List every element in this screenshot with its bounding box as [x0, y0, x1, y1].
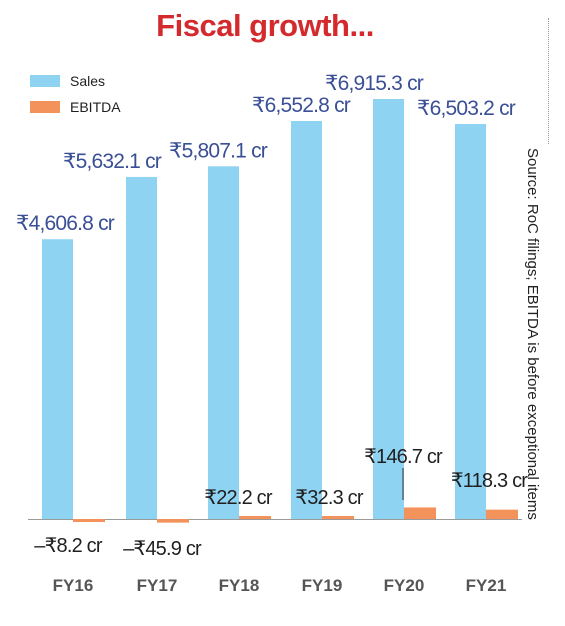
ebitda-bar — [404, 507, 436, 519]
ebitda-bar — [322, 516, 354, 519]
x-tick-label: FY18 — [219, 576, 260, 595]
sales-value-label: ₹5,632.1 cr — [63, 150, 162, 173]
sales-bar — [42, 239, 73, 520]
ebitda-bar — [157, 519, 189, 523]
ebitda-value-label: ₹32.3 cr — [295, 487, 364, 509]
ebitda-bar — [486, 509, 518, 519]
x-tick-label: FY16 — [53, 576, 94, 595]
sales-bar — [373, 99, 404, 519]
x-tick-label: FY19 — [302, 576, 343, 595]
sales-value-label: ₹6,503.2 cr — [417, 97, 516, 120]
legend-label-sales: Sales — [70, 73, 106, 89]
ebitda-value-label: ₹22.2 cr — [204, 487, 273, 509]
ebitda-value-label: ₹146.7 cr — [364, 446, 443, 468]
sales-value-label: ₹6,915.3 cr — [325, 72, 424, 95]
ebitda-value-label: ₹118.3 cr — [451, 470, 528, 492]
x-tick-label: FY17 — [137, 576, 178, 595]
sales-value-label: ₹4,606.8 cr — [16, 212, 115, 235]
sales-value-label: ₹6,552.8 cr — [252, 94, 351, 117]
legend-swatch-sales — [30, 75, 60, 87]
legend-item-sales: Sales — [30, 68, 121, 94]
divider-line — [548, 18, 549, 144]
legend: Sales EBITDA — [30, 68, 121, 120]
sales-bar — [208, 166, 239, 520]
ebitda-value-label: –₹45.9 cr — [123, 538, 202, 560]
x-tick-label: FY20 — [384, 576, 425, 595]
sales-bar — [455, 124, 486, 520]
legend-swatch-ebitda — [30, 101, 60, 113]
ebitda-bar — [73, 519, 105, 522]
ebitda-value-label: –₹8.2 cr — [34, 535, 103, 557]
sales-value-label: ₹5,807.1 cr — [169, 139, 268, 162]
legend-label-ebitda: EBITDA — [70, 99, 121, 115]
x-tick-label: FY21 — [466, 576, 507, 595]
sales-bar — [126, 176, 157, 520]
sales-bar — [291, 121, 322, 520]
legend-item-ebitda: EBITDA — [30, 94, 121, 120]
chart-title: Fiscal growth... — [156, 8, 374, 43]
ebitda-bar — [239, 516, 271, 519]
